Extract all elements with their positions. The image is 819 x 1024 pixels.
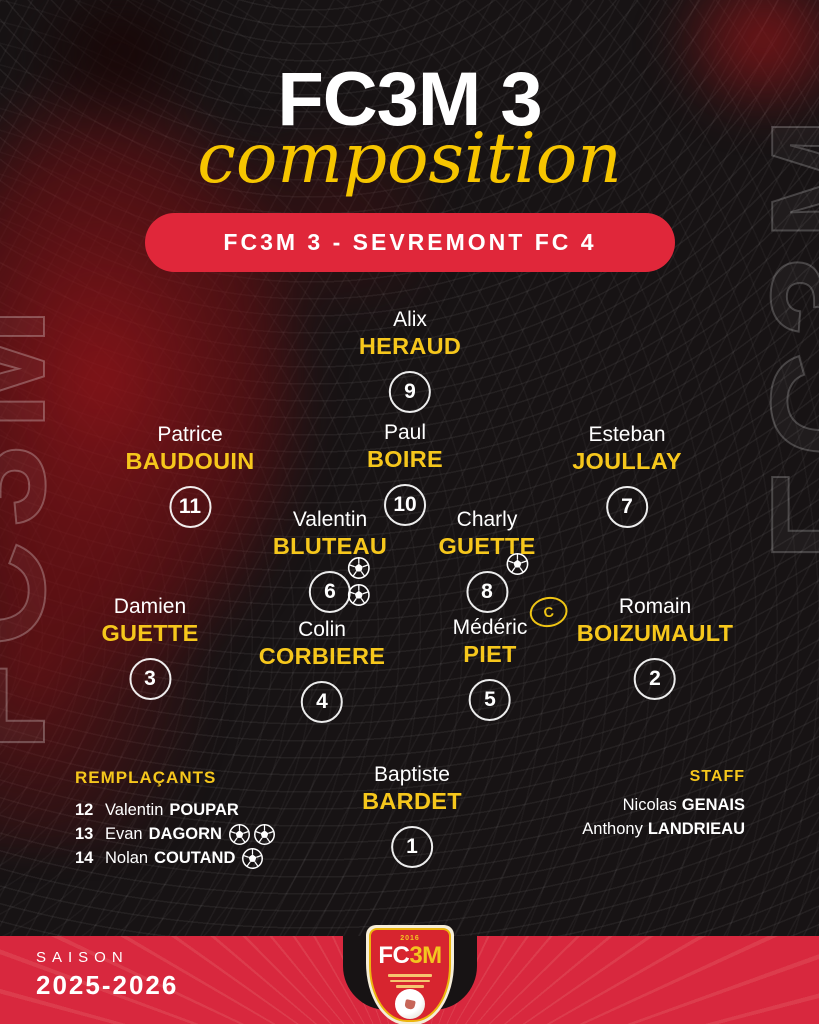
player-number: 1: [391, 826, 433, 869]
player-first-name: Charly: [456, 508, 518, 531]
player-corbiere: Colin CORBIERE 4: [258, 616, 386, 724]
substitute-row: 14 Nolan COUTAND: [75, 846, 276, 870]
player-number: 3: [128, 658, 171, 701]
soccer-ball-icon: [348, 584, 370, 606]
soccer-ball-icon: [228, 823, 250, 845]
substitute-first-name: Evan: [105, 824, 143, 843]
player-damien-guette: Damien GUETTE 3: [101, 593, 199, 701]
player-last-name: BARDET: [362, 788, 462, 815]
player-piet: C Médéric PIET 5: [452, 593, 571, 722]
club-subtext-lines: [388, 974, 432, 988]
player-first-name: Esteban: [588, 423, 666, 446]
player-last-name: BOIRE: [367, 446, 443, 473]
player-first-name: Baptiste: [374, 763, 450, 786]
player-last-name: GUETTE: [438, 533, 536, 560]
player-number: 5: [468, 679, 511, 722]
player-number: 8: [465, 571, 508, 614]
match-banner: FC3M 3 - SEVREMONT FC 4: [145, 213, 675, 272]
club-crest-shield: 2016 FC3M: [369, 928, 451, 1022]
staff-title: STAFF: [689, 768, 745, 785]
goal-icons: [228, 823, 276, 846]
goal-icons: [241, 847, 264, 870]
crest-ball-icon: [395, 989, 425, 1019]
substitutes-section: REMPLAÇANTS 12 Valentin POUPAR 13 Evan D…: [75, 768, 276, 870]
substitute-last-name: POUPAR: [169, 800, 239, 819]
substitute-last-name: DAGORN: [148, 824, 222, 843]
player-bluteau: Valentin BLUTEAU 6: [272, 506, 388, 614]
staff-member: Nicolas GENAIS: [582, 796, 745, 820]
player-number: 10: [384, 484, 426, 527]
red-corner-accent: [659, 0, 819, 130]
staff-last-name: LANDRIEAU: [647, 820, 745, 838]
club-founding-year: 2016: [400, 935, 420, 942]
substitute-row: 12 Valentin POUPAR: [75, 798, 276, 822]
player-joullay: Esteban JOULLAY 7: [572, 421, 682, 529]
player-last-name: PIET: [463, 641, 517, 668]
player-last-name: BOIZUMAULT: [576, 620, 734, 647]
season-banner: SAISON 2025-2026 2016 FC3M: [0, 925, 819, 1024]
soccer-ball-icon: [506, 553, 528, 575]
player-boire: Paul BOIRE 10: [367, 419, 443, 527]
season-years: 2025-2026: [36, 970, 179, 1000]
player-last-name: HERAUD: [358, 333, 462, 360]
player-first-name: Patrice: [157, 423, 223, 446]
staff-first-name: Anthony: [582, 820, 643, 838]
staff-member: Anthony LANDRIEAU: [582, 820, 745, 844]
player-charly-guette: Charly GUETTE 8: [438, 506, 536, 614]
player-number: 2: [634, 658, 676, 701]
goal-icons: [347, 556, 371, 607]
soccer-ball-icon: [348, 557, 370, 579]
player-number: 6: [309, 571, 351, 614]
substitute-first-name: Nolan: [105, 848, 149, 867]
player-baudouin: Patrice BAUDOUIN 11: [125, 421, 255, 529]
player-last-name: BAUDOUIN: [125, 448, 255, 475]
player-heraud: Alix HERAUD 9: [358, 306, 462, 414]
player-number: 11: [168, 486, 211, 529]
soccer-ball-icon: [253, 823, 275, 845]
player-photo-background: [0, 0, 430, 850]
player-first-name: Alix: [393, 308, 427, 331]
substitute-first-name: Valentin: [105, 800, 164, 819]
staff-last-name: GENAIS: [681, 796, 745, 814]
player-first-name: Colin: [298, 618, 346, 641]
goal-icons: [505, 552, 529, 576]
player-first-name: Romain: [618, 595, 692, 618]
substitute-number: 13: [75, 824, 94, 843]
page-title: FC3M 3: [277, 57, 542, 142]
player-boizumault: Romain BOIZUMAULT 2: [576, 593, 734, 701]
watermark-fc3m-left: FC3M: [0, 292, 77, 753]
substitutes-title: REMPLAÇANTS: [75, 768, 217, 787]
player-number: 9: [389, 371, 431, 414]
substitute-number: 14: [75, 848, 94, 867]
player-first-name: Paul: [383, 421, 427, 444]
club-name-fc: FC: [378, 942, 410, 969]
player-first-name: Valentin: [292, 508, 368, 531]
substitute-last-name: COUTAND: [154, 848, 236, 867]
staff-first-name: Nicolas: [622, 796, 677, 814]
soccer-ball-icon: [242, 847, 264, 869]
club-crest: 2016 FC3M: [366, 925, 454, 1024]
player-last-name: BLUTEAU: [272, 533, 388, 560]
staff-section: STAFF Nicolas GENAIS Anthony LANDRIEAU: [582, 768, 745, 844]
player-first-name: Médéric: [452, 616, 528, 639]
substitute-row: 13 Evan DAGORN: [75, 822, 276, 846]
season-label: SAISON: [36, 949, 129, 966]
player-last-name: JOULLAY: [572, 448, 682, 475]
player-first-name: Damien: [113, 595, 187, 618]
match-banner-label: FC3M 3 - SEVREMONT FC 4: [223, 229, 597, 255]
player-bardet: Baptiste BARDET 1: [362, 761, 462, 869]
page-subtitle: composition: [197, 119, 622, 199]
club-name: FC3M: [378, 942, 442, 969]
player-number: 4: [300, 681, 343, 724]
player-number: 7: [606, 486, 648, 529]
substitute-number: 12: [75, 800, 94, 819]
season-block: SAISON 2025-2026: [36, 949, 178, 1001]
club-name-3m: 3M: [409, 942, 442, 969]
player-last-name: GUETTE: [101, 620, 199, 647]
player-last-name: CORBIERE: [258, 643, 386, 670]
